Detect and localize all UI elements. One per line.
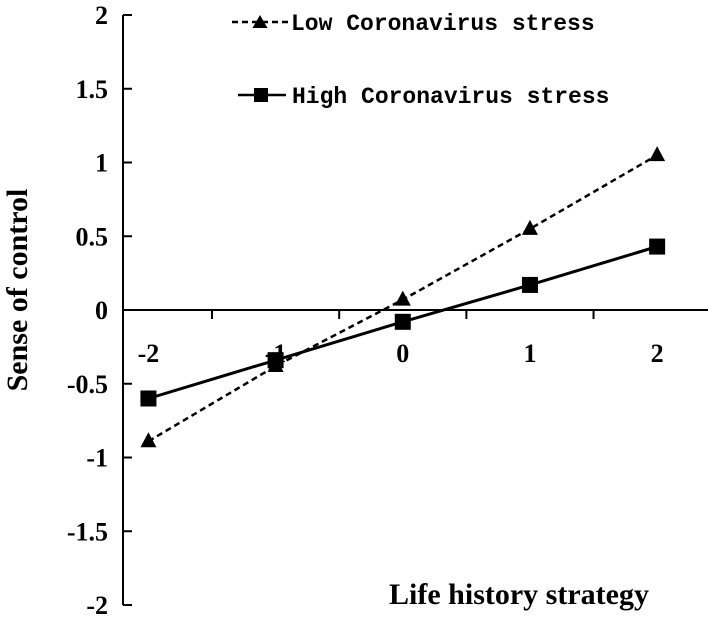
y-tick-label: -1 bbox=[86, 444, 108, 473]
square-marker bbox=[140, 390, 157, 407]
legend-label-low: Low Coronavirus stress bbox=[291, 11, 595, 37]
square-marker bbox=[394, 313, 411, 330]
y-tick-labels: 2 1.5 1 0.5 0 -0.5 -1 -1.5 -2 bbox=[67, 1, 108, 620]
square-marker bbox=[521, 276, 538, 293]
series-layer bbox=[140, 146, 666, 448]
x-axis-title: Life history strategy bbox=[389, 578, 649, 611]
triangle-marker bbox=[521, 219, 538, 235]
y-axis-title: Sense of control bbox=[1, 189, 34, 392]
y-tick-label: -2 bbox=[86, 591, 108, 620]
y-tick-label: 1.5 bbox=[76, 75, 109, 104]
x-tick-label: 0 bbox=[396, 339, 409, 368]
triangle-marker bbox=[140, 432, 157, 448]
y-tick-label: 0.5 bbox=[76, 222, 109, 251]
legend-item-low: Low Coronavirus stress bbox=[232, 11, 595, 37]
y-tick-label: -0.5 bbox=[67, 370, 108, 399]
square-marker bbox=[267, 352, 284, 369]
legend-item-high: High Coronavirus stress bbox=[238, 84, 609, 110]
series-high bbox=[140, 238, 666, 407]
square-marker bbox=[649, 238, 666, 255]
y-tick-label: 0 bbox=[95, 296, 108, 325]
legend: Low Coronavirus stress High Coronavirus … bbox=[232, 11, 609, 110]
y-tick-label: -1.5 bbox=[67, 517, 108, 546]
triangle-marker bbox=[649, 146, 666, 162]
x-tick-labels: -2-1012 bbox=[138, 339, 664, 368]
legend-square-marker bbox=[254, 88, 268, 102]
legend-triangle-marker bbox=[252, 15, 268, 28]
triangle-marker bbox=[394, 290, 411, 306]
series-low bbox=[140, 146, 666, 448]
x-tick-label: 2 bbox=[651, 339, 664, 368]
y-tick-label: 1 bbox=[95, 149, 108, 178]
y-tick-label: 2 bbox=[95, 1, 108, 30]
legend-label-high: High Coronavirus stress bbox=[292, 84, 609, 110]
x-tick-label: -2 bbox=[138, 339, 160, 368]
axes bbox=[122, 14, 708, 606]
x-tick-label: 1 bbox=[523, 339, 536, 368]
